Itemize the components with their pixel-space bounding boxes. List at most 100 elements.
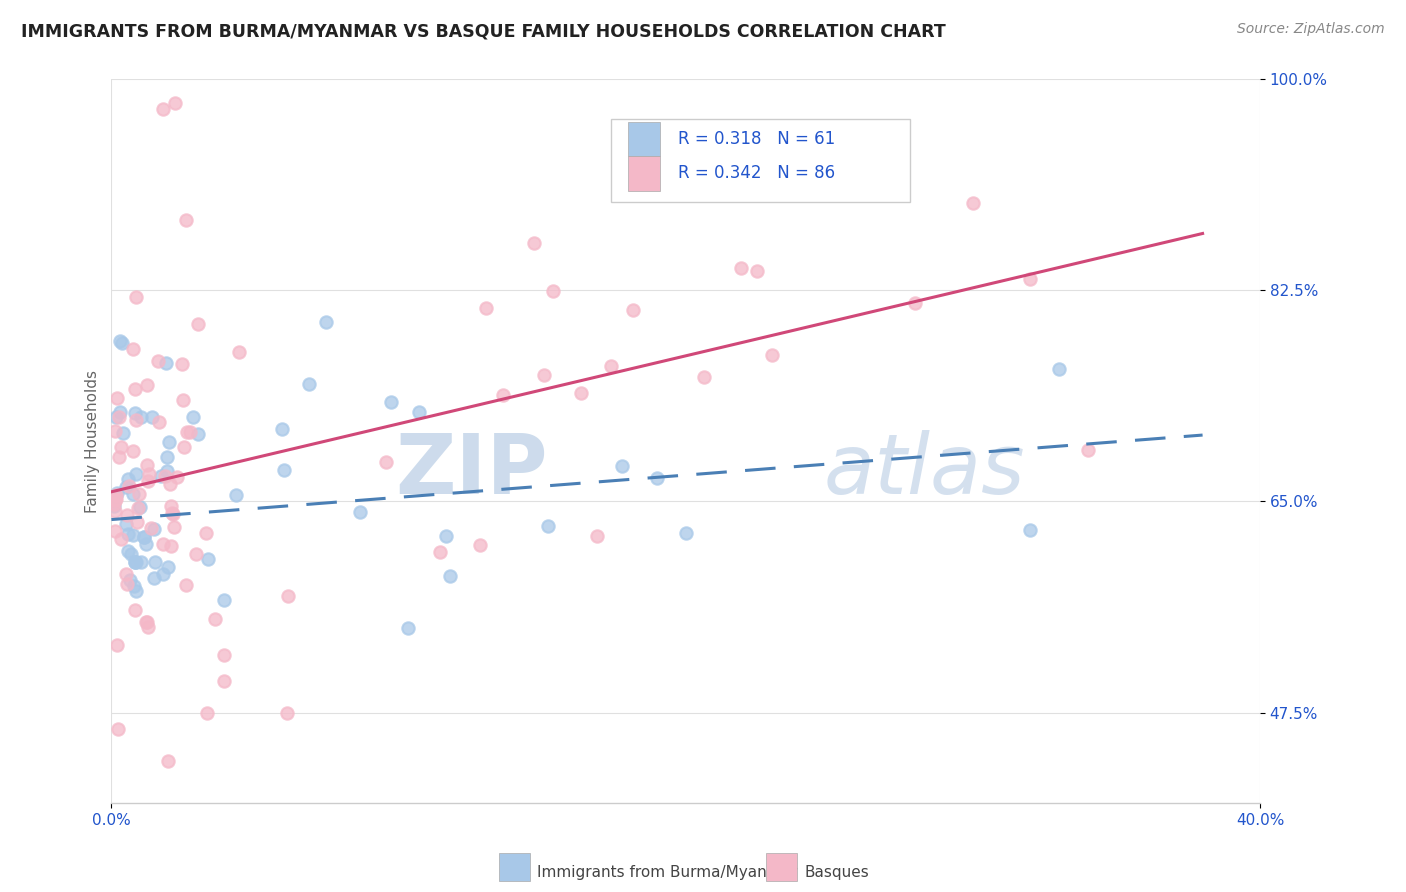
Point — [675, 525, 697, 540]
Point — [107, 722, 129, 736]
Point — [108, 450, 131, 464]
Point — [110, 440, 132, 454]
Point — [599, 359, 621, 373]
Point — [105, 391, 128, 405]
Point — [904, 295, 927, 310]
Point — [122, 486, 145, 500]
Point — [315, 315, 337, 329]
Point — [439, 569, 461, 583]
Point — [645, 471, 668, 485]
Point — [380, 395, 402, 409]
Point — [132, 530, 155, 544]
Point — [159, 476, 181, 491]
Point — [408, 405, 430, 419]
Point — [104, 504, 127, 518]
Point — [375, 455, 398, 469]
Point — [181, 409, 204, 424]
Point — [204, 611, 226, 625]
Point — [111, 336, 134, 351]
Point — [143, 555, 166, 569]
Point — [172, 357, 194, 371]
Point — [135, 615, 157, 630]
Point — [187, 317, 209, 331]
FancyBboxPatch shape — [612, 119, 910, 202]
Text: R = 0.342   N = 86: R = 0.342 N = 86 — [678, 164, 835, 182]
Point — [160, 499, 183, 513]
Point — [136, 615, 159, 629]
Point — [228, 344, 250, 359]
Point — [174, 578, 197, 592]
Point — [621, 303, 644, 318]
Point — [136, 620, 159, 634]
Point — [156, 464, 179, 478]
Point — [179, 425, 201, 439]
Point — [124, 406, 146, 420]
Point — [124, 603, 146, 617]
Y-axis label: Family Households: Family Households — [86, 369, 100, 513]
Point — [962, 196, 984, 211]
Text: Basques: Basques — [804, 865, 869, 880]
Point — [105, 488, 128, 502]
Point — [492, 387, 515, 401]
Point — [138, 467, 160, 481]
Point — [117, 526, 139, 541]
Point — [117, 544, 139, 558]
Point — [194, 526, 217, 541]
Text: Source: ZipAtlas.com: Source: ZipAtlas.com — [1237, 22, 1385, 37]
Point — [121, 527, 143, 541]
Point — [124, 555, 146, 569]
Point — [152, 537, 174, 551]
Point — [270, 422, 292, 436]
Text: R = 0.318   N = 61: R = 0.318 N = 61 — [678, 130, 835, 148]
Point — [118, 573, 141, 587]
Point — [166, 470, 188, 484]
Point — [122, 444, 145, 458]
Point — [125, 555, 148, 569]
Point — [127, 516, 149, 530]
Point — [162, 508, 184, 522]
Point — [474, 301, 496, 315]
Point — [143, 523, 166, 537]
Point — [115, 517, 138, 532]
Point — [124, 555, 146, 569]
Point — [124, 383, 146, 397]
Point — [148, 353, 170, 368]
Point — [537, 518, 560, 533]
Point — [157, 434, 180, 449]
Point — [132, 530, 155, 544]
Point — [103, 499, 125, 513]
Point — [152, 102, 174, 116]
Point — [125, 413, 148, 427]
Point — [1019, 272, 1042, 286]
Point — [730, 261, 752, 276]
Point — [108, 410, 131, 425]
Point — [163, 519, 186, 533]
Point — [197, 552, 219, 566]
Point — [128, 487, 150, 501]
Point — [156, 754, 179, 768]
Point — [470, 538, 492, 552]
Point — [129, 409, 152, 424]
Point — [172, 392, 194, 407]
Point — [110, 533, 132, 547]
Point — [569, 386, 592, 401]
Point — [297, 376, 319, 391]
Point — [523, 235, 546, 250]
Point — [127, 501, 149, 516]
Point — [139, 521, 162, 535]
Point — [117, 473, 139, 487]
Point — [105, 638, 128, 652]
Point — [111, 426, 134, 441]
Point — [761, 348, 783, 362]
Point — [136, 458, 159, 472]
Point — [141, 409, 163, 424]
Point — [176, 425, 198, 440]
Point — [349, 505, 371, 519]
Point — [156, 450, 179, 464]
Point — [115, 480, 138, 494]
Point — [122, 342, 145, 356]
Point — [585, 529, 607, 543]
Point — [108, 405, 131, 419]
Point — [693, 370, 716, 384]
Point — [155, 356, 177, 370]
